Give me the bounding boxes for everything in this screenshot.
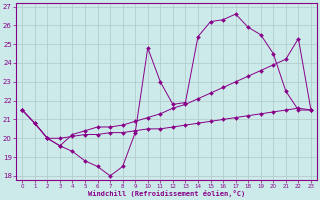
X-axis label: Windchill (Refroidissement éolien,°C): Windchill (Refroidissement éolien,°C)	[88, 190, 245, 197]
